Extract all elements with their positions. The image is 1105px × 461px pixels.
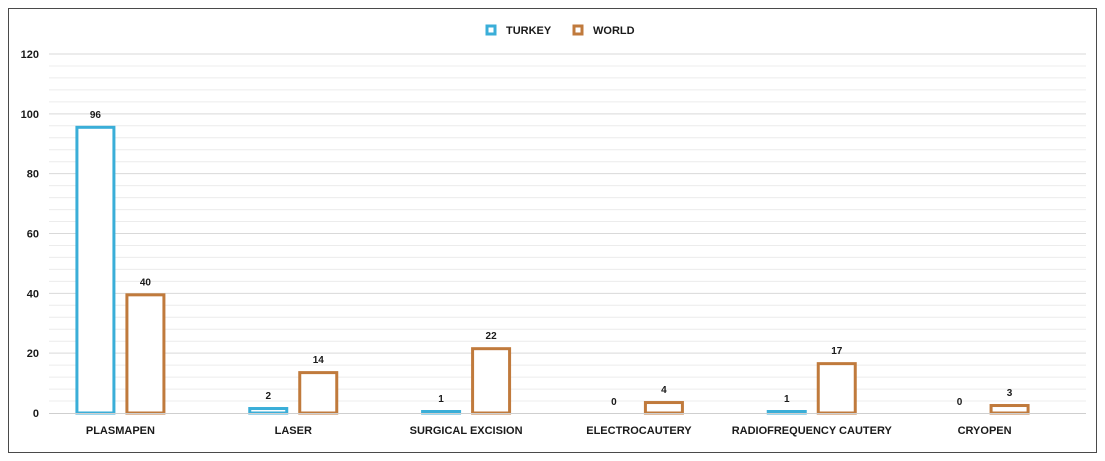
x-tick-label-laser: LASER bbox=[275, 425, 312, 437]
y-axis: 0 20 40 60 80 100 120 bbox=[21, 49, 39, 420]
data-label-world-radiofrequency-cautery: 17 bbox=[831, 346, 843, 357]
x-tick-label-cryopen: CRYOPEN bbox=[958, 425, 1012, 437]
x-tick-label-plasmapen: PLASMAPEN bbox=[86, 425, 155, 437]
data-label-turkey-radiofrequency-cautery: 1 bbox=[784, 394, 790, 405]
x-tick-label-radiofrequency-cautery: RADIOFREQUENCY CAUTERY bbox=[732, 425, 893, 437]
grid-lines bbox=[49, 53, 1086, 402]
data-label-world-laser: 14 bbox=[313, 355, 325, 366]
y-tick-label: 120 bbox=[21, 49, 39, 61]
bar-world-electrocautery bbox=[643, 401, 684, 415]
bar-world-plasmapen bbox=[125, 293, 166, 415]
data-label-world-electrocautery: 4 bbox=[661, 385, 667, 396]
bar-world-surgical-excision bbox=[471, 347, 512, 415]
bars: 96 40 2 14 1 22 0 4 1 17 0 3 bbox=[75, 110, 1030, 415]
y-tick-label: 0 bbox=[33, 408, 39, 420]
bar-world-laser bbox=[298, 371, 339, 415]
x-tick-label-surgical-excision: SURGICAL EXCISION bbox=[410, 425, 523, 437]
y-tick-label: 40 bbox=[27, 288, 39, 300]
chart-frame: 0 20 40 60 80 100 120 TURKEY WORLD 96 40 2 14 1 22 0 4… bbox=[8, 8, 1097, 453]
bar-world-cryopen bbox=[989, 404, 1030, 415]
x-axis: PLASMAPEN LASER SURGICAL EXCISION ELECTROCA… bbox=[49, 413, 1086, 437]
data-label-world-surgical-excision: 22 bbox=[486, 331, 498, 342]
data-label-turkey-electrocautery: 0 bbox=[611, 397, 617, 408]
bar-world-radiofrequency-cautery bbox=[816, 362, 857, 415]
legend: TURKEY WORLD bbox=[485, 24, 635, 37]
bar-turkey-plasmapen bbox=[75, 125, 116, 415]
x-tick-label-electrocautery: ELECTROCAUTERY bbox=[586, 425, 692, 437]
bar-turkey-surgical-excision bbox=[421, 410, 462, 415]
y-tick-label: 100 bbox=[21, 109, 39, 121]
data-label-turkey-laser: 2 bbox=[265, 391, 271, 402]
data-label-turkey-cryopen: 0 bbox=[957, 397, 963, 408]
legend-label-world: WORLD bbox=[593, 25, 635, 37]
data-label-world-cryopen: 3 bbox=[1007, 388, 1013, 399]
y-tick-label: 80 bbox=[27, 169, 39, 181]
bar-turkey-laser bbox=[248, 407, 289, 415]
legend-swatch-world bbox=[572, 24, 584, 36]
legend-swatch-turkey bbox=[485, 24, 497, 36]
bar-turkey-radiofrequency-cautery bbox=[766, 410, 807, 415]
data-label-turkey-surgical-excision: 1 bbox=[438, 394, 444, 405]
legend-label-turkey: TURKEY bbox=[506, 25, 552, 37]
y-tick-label: 60 bbox=[27, 229, 39, 241]
data-label-world-plasmapen: 40 bbox=[140, 277, 152, 288]
data-label-turkey-plasmapen: 96 bbox=[90, 110, 102, 121]
y-tick-label: 20 bbox=[27, 348, 39, 360]
